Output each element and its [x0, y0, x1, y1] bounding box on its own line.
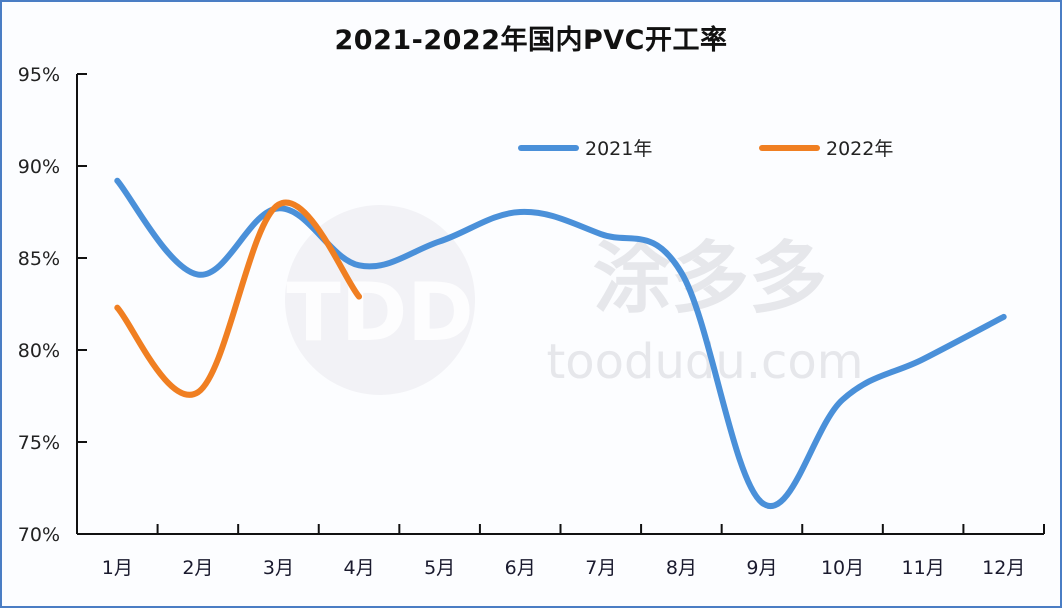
x-tick-label: 1月 — [102, 557, 133, 579]
y-tick-label: 95% — [18, 64, 60, 86]
x-tick-label: 8月 — [666, 557, 697, 579]
series-line-2022年 — [114, 199, 363, 398]
watermark-logo: TDD — [286, 266, 473, 359]
y-tick-label: 75% — [18, 432, 60, 454]
axes: 70% 75% 80% 85% 90% 95% 1月 2月 3月 4月 5月 6月 7月 8月 9月 10月 1… — [18, 64, 1045, 579]
x-tick-label: 10月 — [821, 557, 864, 579]
y-tick-label: 85% — [18, 248, 60, 270]
series-line-2021年 — [114, 177, 1007, 509]
x-tick-label: 3月 — [263, 557, 294, 579]
x-tick-label: 4月 — [343, 557, 374, 579]
y-tick-label: 90% — [18, 156, 60, 178]
x-tick-label: 2月 — [182, 557, 213, 579]
watermark-cn: 涂多多 — [593, 234, 827, 324]
x-tick-label: 6月 — [505, 557, 536, 579]
watermark: TDD 涂多多 toodudu.com — [285, 205, 864, 395]
x-tick-label: 7月 — [585, 557, 616, 579]
y-tick-label: 80% — [18, 340, 60, 362]
y-tick-label: 70% — [18, 524, 60, 546]
series-lines — [114, 177, 1007, 509]
x-tick-label: 5月 — [424, 557, 455, 579]
x-tick-label: 9月 — [746, 557, 777, 579]
chart-title: 2021-2022年国内PVC开工率 — [334, 25, 728, 56]
legend: 2021年 2022年 — [518, 138, 893, 160]
legend-label: 2022年 — [826, 138, 893, 160]
legend-label: 2021年 — [585, 138, 652, 160]
x-tick-label: 11月 — [902, 557, 945, 579]
x-tick-label: 12月 — [982, 557, 1025, 579]
